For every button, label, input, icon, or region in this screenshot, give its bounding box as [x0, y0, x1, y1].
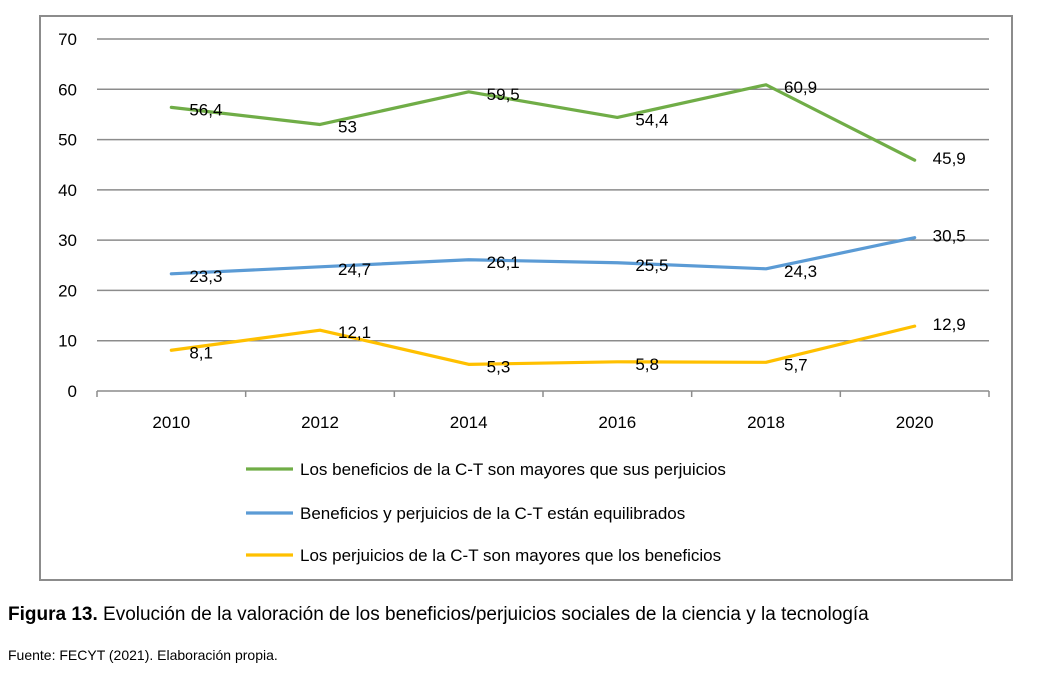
series-line-3: [169, 324, 917, 366]
x-tick-label: 2014: [450, 413, 488, 432]
data-label: 26,1: [487, 253, 520, 272]
figure-title: Evolución de la valoración de los benefi…: [97, 604, 869, 625]
data-label: 56,4: [189, 100, 222, 119]
y-tick-label: 30: [58, 231, 77, 250]
series-line-1: [169, 83, 917, 162]
data-label: 60,9: [784, 78, 817, 97]
data-label: 30,5: [933, 227, 966, 246]
data-label: 8,1: [189, 343, 213, 362]
y-tick-label: 0: [68, 382, 77, 401]
source-note: Fuente: FECYT (2021). Elaboración propia…: [8, 647, 278, 663]
chart-frame: 0 10 20 30 40 50 60 70 2010 2012 2014 2016 2018 2020 5…: [39, 15, 1013, 581]
data-label: 12,1: [338, 323, 371, 342]
data-label: 54,4: [635, 110, 668, 129]
y-tick-label: 20: [58, 281, 77, 300]
x-tick-label: 2016: [598, 413, 636, 432]
legend-label-3: Los perjuicios de la C-T son mayores que…: [300, 546, 721, 565]
y-tick-label: 10: [58, 332, 77, 351]
y-tick-label: 40: [58, 181, 77, 200]
data-label: 59,5: [487, 85, 520, 104]
x-tick-label: 2020: [896, 413, 934, 432]
data-label: 12,9: [933, 315, 966, 334]
figure-label: Figura 13.: [8, 604, 98, 625]
data-label: 23,3: [189, 267, 222, 286]
data-label: 24,3: [784, 262, 817, 281]
y-tick-label: 60: [58, 80, 77, 99]
series-line-2: [169, 236, 917, 276]
legend-label-1: Los beneficios de la C-T son mayores que…: [300, 460, 726, 479]
y-tick-label: 70: [58, 30, 77, 49]
data-label: 5,7: [784, 355, 808, 374]
x-tick-label: 2010: [152, 413, 190, 432]
data-label: 5,8: [635, 355, 659, 374]
line-chart: 0 10 20 30 40 50 60 70 2010 2012 2014 2016 2018 2020 5…: [58, 30, 990, 565]
data-label: 53: [338, 117, 357, 136]
data-label: 24,7: [338, 260, 371, 279]
figure-caption: Figura 13. Evolución de la valoración de…: [8, 604, 1028, 626]
x-tick-label: 2012: [301, 413, 339, 432]
data-label: 25,5: [635, 256, 668, 275]
y-tick-label: 50: [58, 131, 77, 150]
legend-label-2: Beneficios y perjuicios de la C-T están …: [300, 504, 685, 523]
data-label: 45,9: [933, 149, 966, 168]
x-tick-label: 2018: [747, 413, 785, 432]
data-label: 5,3: [487, 357, 511, 376]
